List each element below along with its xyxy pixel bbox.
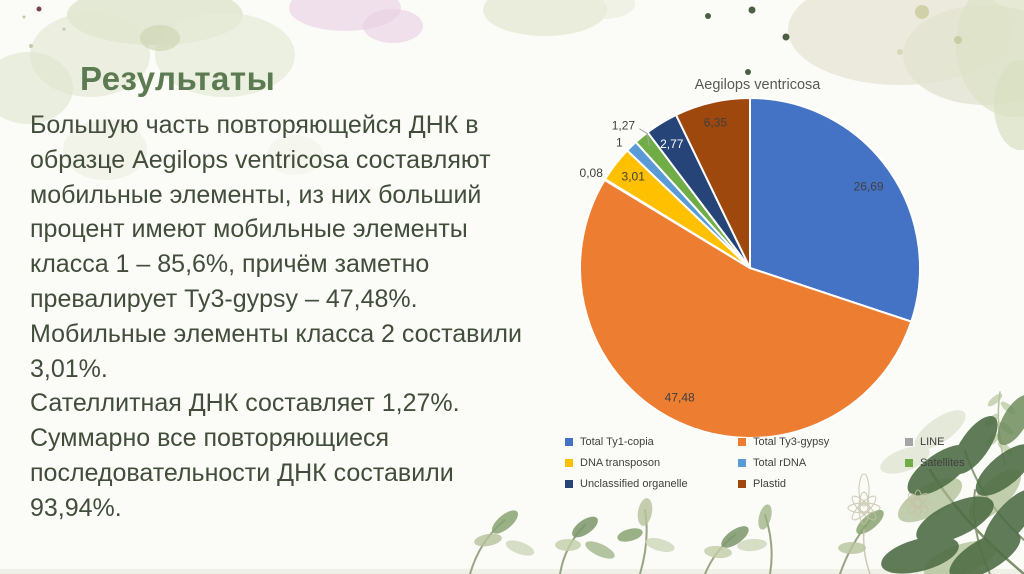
legend-label-plastid: Plastid [753, 478, 787, 490]
body-paragraph-1: Большую часть повторяющейся ДНК в образц… [30, 111, 522, 383]
legend-label-line: LINE [920, 436, 945, 448]
legend-label-satellites: Satellites [920, 457, 965, 469]
legend-marker-unclassified-organelle [565, 480, 573, 488]
pie-slice-unclassified-organelle [646, 113, 751, 269]
body-paragraph-2: Сателлитная ДНК составляет 1,27%. [30, 389, 460, 418]
chart-legend: Total Ty1-copia Total Ty3-gypsy LINE DNA tr… [565, 436, 1010, 490]
legend-label-total-ty1-copia: Total Ty1-copia [580, 436, 654, 448]
pie-data-label-unclassified-organelle: 2,77 [660, 137, 684, 151]
pie-data-label-total-rdna: 1 [616, 136, 623, 150]
legend-item-plastid: Plastid [738, 478, 905, 490]
legend-marker-dna-transposon [565, 459, 573, 467]
legend-marker-plastid [738, 480, 746, 488]
pie-slice-total-ty1-copia [749, 97, 921, 323]
legend-item-unclassified-organelle: Unclassified organelle [565, 478, 738, 490]
pie-data-label-line: 0,08 [580, 166, 604, 180]
pie-data-label-dna-transposon: 3,01 [622, 170, 646, 184]
page-title: Результаты [80, 60, 276, 97]
legend-marker-total-ty1-copia [565, 438, 573, 446]
legend-item-total-ty1-copia: Total Ty1-copia [565, 436, 738, 448]
legend-label-dna-transposon: DNA transposon [580, 457, 661, 469]
pie-slice-plastid [675, 97, 751, 269]
pie-slice-line [603, 178, 751, 269]
pie-slice-satellites [634, 131, 751, 269]
pie-label-leader-line [639, 128, 650, 147]
body-paragraph-3: Суммарно все повторяющиеся последователь… [30, 424, 454, 522]
chart-title: Aegilops ventricosa [694, 77, 821, 93]
legend-label-unclassified-organelle: Unclassified organelle [580, 478, 688, 490]
legend-label-total-ty3-gypsy: Total Ty3-gypsy [753, 436, 830, 448]
legend-item-line: LINE [905, 436, 1005, 448]
legend-marker-total-ty3-gypsy [738, 438, 746, 446]
body-text: Большую часть повторяющейся ДНК в образц… [30, 108, 546, 526]
legend-item-dna-transposon: DNA transposon [565, 457, 738, 469]
pie-slice-total-ty3-gypsy [579, 178, 913, 439]
legend-marker-total-rdna [738, 459, 746, 467]
legend-item-total-rdna: Total rDNA [738, 457, 905, 469]
legend-item-satellites: Satellites [905, 457, 1005, 469]
pie-data-label-plastid: 6,35 [704, 116, 728, 130]
legend-label-total-rdna: Total rDNA [753, 457, 807, 469]
legend-item-total-ty3-gypsy: Total Ty3-gypsy [738, 436, 905, 448]
pie-data-label-satellites: 1,27 [612, 119, 636, 133]
legend-marker-satellites [905, 459, 913, 467]
pie-data-label-total-ty3-gypsy: 47,48 [665, 391, 695, 405]
pie-slice-dna-transposon [604, 149, 751, 269]
pie-data-label-total-ty1-copia: 26,69 [854, 180, 884, 194]
legend-marker-line [905, 438, 913, 446]
pie-slice-total-rdna [626, 141, 751, 269]
